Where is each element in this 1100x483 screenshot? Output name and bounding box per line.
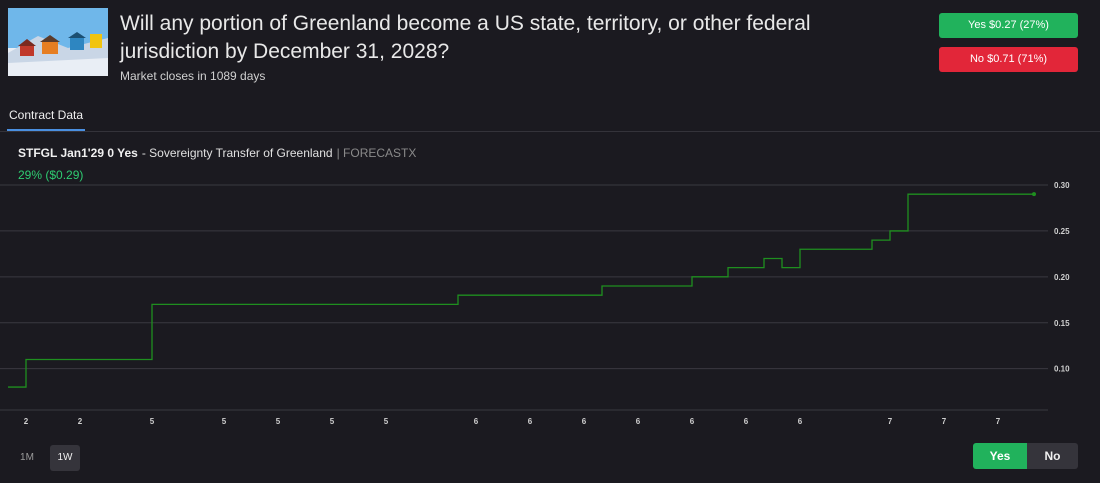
x-tick-label: 5 bbox=[222, 417, 227, 426]
tab-indicator bbox=[7, 129, 85, 131]
y-tick-label: 0.25 bbox=[1054, 227, 1070, 236]
range-button[interactable]: 1W bbox=[50, 445, 80, 471]
y-tick-label: 0.15 bbox=[1054, 319, 1070, 328]
buy-yes-button[interactable]: Yes $0.27 (27%) bbox=[939, 13, 1078, 38]
source: | FORECASTX bbox=[336, 146, 417, 160]
x-tick-label: 5 bbox=[330, 417, 335, 426]
toggle-yes[interactable]: Yes bbox=[973, 443, 1027, 469]
divider bbox=[0, 131, 1100, 132]
x-tick-label: 6 bbox=[690, 417, 695, 426]
ticker: STFGL Jan1'29 0 Yes bbox=[18, 146, 138, 160]
range-button[interactable]: 1M bbox=[20, 452, 34, 463]
price-line bbox=[8, 193, 1034, 388]
y-tick-label: 0.10 bbox=[1054, 365, 1070, 374]
x-tick-label: 6 bbox=[636, 417, 641, 426]
buy-no-button[interactable]: No $0.71 (71%) bbox=[939, 47, 1078, 72]
x-tick-label: 5 bbox=[276, 417, 281, 426]
y-tick-label: 0.30 bbox=[1054, 181, 1070, 190]
x-tick-label: 7 bbox=[996, 417, 1001, 426]
x-tick-label: 6 bbox=[528, 417, 533, 426]
y-tick-label: 0.20 bbox=[1054, 273, 1070, 282]
x-tick-label: 6 bbox=[744, 417, 749, 426]
contract-name: - Sovereignty Transfer of Greenland bbox=[141, 146, 333, 160]
contract-title: STFGL Jan1'29 0 Yes - Sovereignty Transfe… bbox=[18, 146, 416, 160]
x-tick-label: 6 bbox=[474, 417, 479, 426]
x-tick-label: 6 bbox=[582, 417, 587, 426]
contract-price: 29% ($0.29) bbox=[18, 168, 84, 182]
x-tick-label: 7 bbox=[888, 417, 893, 426]
tab[interactable]: Contract Data bbox=[9, 108, 84, 122]
toggle-no[interactable]: No bbox=[1027, 443, 1078, 469]
last-point bbox=[1032, 192, 1036, 197]
x-tick-label: 7 bbox=[942, 417, 947, 426]
market-title: Will any portion of Greenland become a U… bbox=[120, 12, 811, 63]
chart: 0.10 0.15 0.20 0.25 0.30 2 2 5 5 5 5 5 6 6 6 6 6 6 6 7 7 7 bbox=[0, 181, 1070, 426]
market-close-info: Market closes in 1089 days bbox=[120, 69, 266, 83]
x-tick-label: 6 bbox=[798, 417, 803, 426]
market-image bbox=[8, 8, 108, 76]
x-tick-label: 2 bbox=[78, 417, 83, 426]
x-tick-label: 5 bbox=[150, 417, 155, 426]
x-tick-label: 2 bbox=[24, 417, 29, 426]
x-tick-label: 5 bbox=[384, 417, 389, 426]
